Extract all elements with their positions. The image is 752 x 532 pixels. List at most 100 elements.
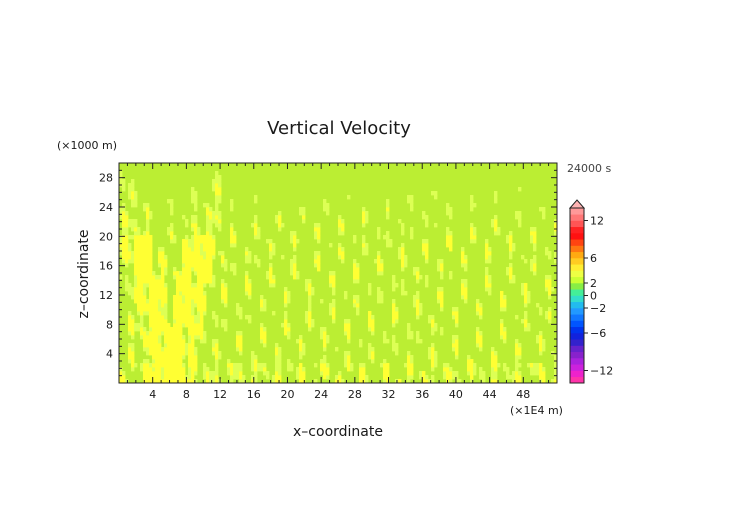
field-cell [164,367,186,372]
field-cell [278,227,282,232]
field-cell [194,379,198,384]
field-cell [245,279,249,284]
field-cell [215,207,219,212]
field-cell [449,367,453,372]
colorbar-band [570,339,584,346]
field-cell [539,363,543,368]
field-cell [293,271,297,276]
field-cell [371,351,375,356]
field-cell [470,239,477,244]
field-cell [401,231,405,236]
field-cell [542,339,546,344]
field-cell [506,371,510,376]
field-cell [464,295,468,300]
field-cell [473,227,477,232]
field-cell [320,331,324,336]
field-cell [191,283,198,288]
x-tick-label: 48 [516,388,530,401]
colorbar-band [570,345,584,353]
field-cell [491,375,498,380]
field-cell [236,331,243,336]
field-cell [485,287,492,292]
field-cell [194,299,207,304]
field-cell [302,219,306,224]
field-cell [446,239,453,244]
field-cell [440,271,444,276]
field-cell [125,283,132,288]
field-cell [353,263,357,268]
field-cell [170,223,174,228]
field-cell [278,351,282,356]
field-cell [131,363,135,368]
field-cell [239,315,243,320]
field-cell [461,263,468,268]
field-cell [185,299,192,304]
field-cell [170,207,174,212]
field-cell [299,351,306,356]
field-cell [542,347,546,352]
field-cell [212,351,216,356]
field-cell [446,227,450,232]
field-cell [359,339,363,344]
field-cell [206,231,210,236]
field-cell [206,207,210,212]
field-cell [287,367,294,372]
field-cell [317,231,321,236]
field-cell [155,275,162,280]
field-cell [221,263,228,268]
field-cell [299,355,303,360]
field-cell [128,223,138,228]
x-tick-label: 12 [213,388,227,401]
x-tick-label: 8 [183,388,190,401]
colorbar-band [570,239,584,246]
field-cell [368,323,375,328]
field-cell [431,191,438,196]
field-cell [245,271,249,276]
field-cell [377,259,381,264]
field-cell [200,335,204,340]
field-cell [371,355,375,360]
field-cell [179,291,183,296]
field-cell [431,363,435,368]
field-cell [128,355,135,360]
field-cell [386,199,390,204]
field-cell [203,243,216,248]
field-cell [416,303,420,308]
field-cell [497,363,501,368]
field-cell [392,311,399,316]
field-cell [185,295,207,300]
field-cell [206,375,210,380]
field-cell [191,375,195,380]
field-cell [404,363,408,368]
field-cell [191,227,195,232]
field-cell [437,291,444,296]
field-cell [332,287,336,292]
colorbar-band [570,326,584,334]
field-cell [455,315,459,320]
field-cell [251,359,255,364]
field-cell [530,259,537,264]
field-cell [431,319,435,324]
field-cell [248,319,252,324]
field-cell [299,367,303,372]
field-cell [188,327,204,332]
field-cell [413,267,420,272]
field-cell [161,367,165,372]
field-cell [194,335,201,340]
field-cell [371,327,375,332]
field-cell [230,203,234,208]
field-cell [341,227,345,232]
field-cell [383,235,390,240]
field-cell [248,279,252,284]
field-cell [407,367,414,372]
field-cell [170,235,174,240]
velocity-field [119,163,558,384]
field-cell [359,363,366,368]
field-cell [422,379,429,384]
field-cell [134,259,153,264]
field-cell [509,251,513,256]
field-cell [128,219,138,224]
field-cell [500,295,504,300]
field-cell [248,291,252,296]
field-cell [296,367,300,372]
